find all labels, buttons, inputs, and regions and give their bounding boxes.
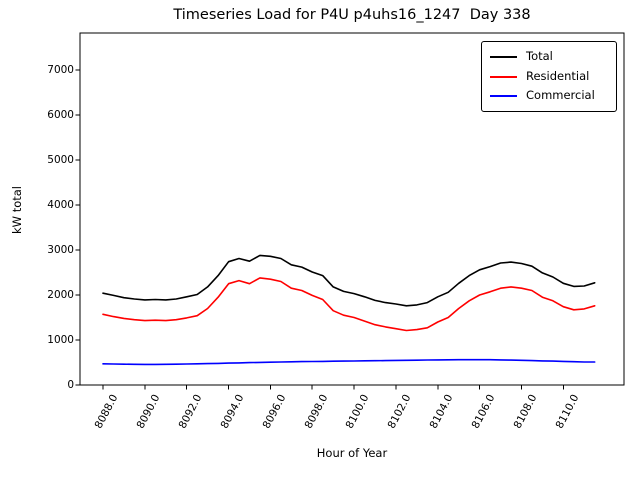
y-tick-label: 2000 <box>47 288 74 301</box>
y-tick-label: 6000 <box>47 108 74 121</box>
y-tick-label: 4000 <box>47 198 74 211</box>
y-tick-label: 5000 <box>47 153 74 166</box>
total-line-sample-icon <box>490 55 517 58</box>
chart-title: Timeseries Load for P4U p4uhs16_1247 Day… <box>173 7 531 23</box>
legend-label-commercial: Commercial <box>526 88 595 103</box>
legend-box: Total Residential Commercial <box>481 41 617 112</box>
legend-label-residential: Residential <box>526 68 590 83</box>
y-tick-label: 3000 <box>47 243 74 256</box>
legend-entry-commercial: Commercial <box>490 86 608 106</box>
series-line-residential <box>102 277 596 332</box>
y-tick-label: 1000 <box>47 333 74 346</box>
series-line-commercial <box>102 358 596 366</box>
legend-label-total: Total <box>526 49 553 64</box>
y-tick-label: 7000 <box>47 63 74 76</box>
x-axis-label: Hour of Year <box>316 446 388 460</box>
commercial-line-sample-icon <box>490 95 517 98</box>
y-tick-label: 0 <box>67 379 74 391</box>
legend-entry-residential: Residential <box>490 67 608 87</box>
legend-entry-total: Total <box>490 47 608 67</box>
series-line-total <box>102 254 596 307</box>
residential-line-sample-icon <box>490 75 517 78</box>
axes-frame <box>79 32 625 386</box>
